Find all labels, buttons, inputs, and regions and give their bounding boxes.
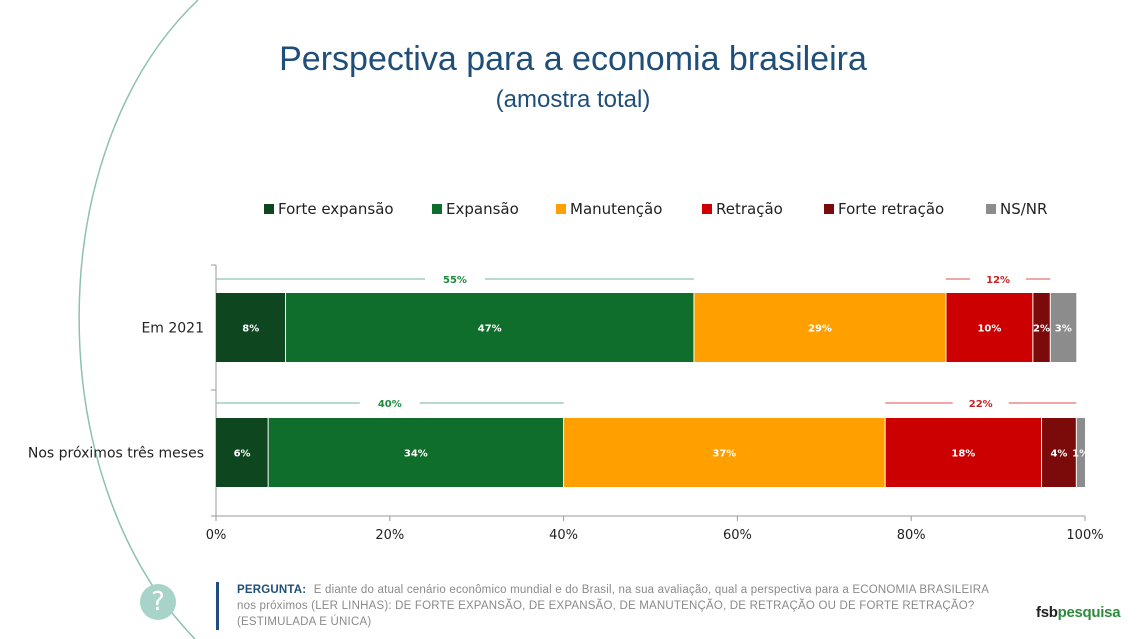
- x-tick-label: 100%: [1066, 528, 1103, 543]
- positive-total-label: 55%: [443, 275, 467, 286]
- category-label: Em 2021: [141, 321, 204, 337]
- x-tick-label: 40%: [549, 528, 578, 543]
- legend-item: Manutenção: [556, 200, 662, 218]
- question-label: PERGUNTA:: [237, 584, 307, 596]
- x-tick-label: 60%: [723, 528, 752, 543]
- negative-total-label: 22%: [969, 399, 993, 410]
- data-label: 34%: [404, 449, 428, 460]
- chart-legend: Forte expansão Expansão Manutenção Retração…: [264, 200, 1084, 220]
- bar-segment: [216, 293, 286, 362]
- question-note: PERGUNTA: E diante do atual cenário econ…: [216, 582, 997, 630]
- legend-label: Forte retração: [838, 200, 945, 218]
- legend-label: Expansão: [446, 200, 519, 218]
- data-label: 10%: [977, 324, 1001, 335]
- legend-swatch: [264, 204, 274, 214]
- legend-label: Manutenção: [570, 200, 663, 218]
- legend-swatch: [556, 204, 566, 214]
- bar-segment: [1050, 293, 1077, 362]
- bar-segment: [693, 293, 946, 362]
- x-tick-label: 0%: [206, 528, 227, 543]
- logo-part-fsb: fsb: [1036, 604, 1058, 621]
- question-text: E diante do atual cenário econômico mund…: [237, 584, 989, 628]
- page-title: Perspectiva para a economia brasileira: [279, 40, 867, 78]
- data-label: 47%: [478, 324, 502, 335]
- bar-segment: [1076, 418, 1085, 487]
- data-label: 18%: [951, 449, 975, 460]
- legend-item: Forte retração: [824, 200, 944, 218]
- page-subtitle: (amostra total): [495, 86, 651, 113]
- data-label: 6%: [234, 449, 251, 460]
- legend-swatch: [432, 204, 442, 214]
- legend-item: Retração: [702, 200, 783, 218]
- legend-label: Retração: [716, 200, 783, 218]
- positive-total-label: 40%: [378, 399, 402, 410]
- bar-segment: [563, 418, 886, 487]
- data-label: 2%: [1033, 324, 1050, 335]
- bar-segment: [268, 418, 564, 487]
- data-label: 1%: [1072, 449, 1089, 460]
- logo-part-pesquisa: pesquisa: [1057, 604, 1121, 621]
- fsb-pesquisa-logo: fsbpesquisa: [1036, 604, 1121, 621]
- x-tick-label: 20%: [375, 528, 404, 543]
- legend-swatch: [986, 204, 996, 214]
- bar-segment: [1041, 418, 1077, 487]
- legend-item: Forte expansão: [264, 200, 394, 218]
- negative-total-label: 12%: [986, 275, 1010, 286]
- legend-swatch: [824, 204, 834, 214]
- legend-swatch: [702, 204, 712, 214]
- legend-label: NS/NR: [1000, 200, 1048, 218]
- legend-item: Expansão: [432, 200, 519, 218]
- data-label: 4%: [1050, 449, 1067, 460]
- bar-segment: [1032, 293, 1051, 362]
- data-label: 3%: [1055, 324, 1072, 335]
- data-label: 29%: [808, 324, 832, 335]
- bar-segment: [945, 293, 1033, 362]
- x-tick-label: 80%: [897, 528, 926, 543]
- help-button[interactable]: ?: [140, 584, 176, 620]
- legend-item: NS/NR: [986, 200, 1047, 218]
- category-label: Nos próximos três meses: [28, 446, 204, 462]
- data-label: 37%: [712, 449, 736, 460]
- data-label: 8%: [242, 324, 259, 335]
- bar-segment: [216, 418, 269, 487]
- bar-segment: [285, 293, 694, 362]
- bar-segment: [885, 418, 1042, 487]
- legend-label: Forte expansão: [278, 200, 394, 218]
